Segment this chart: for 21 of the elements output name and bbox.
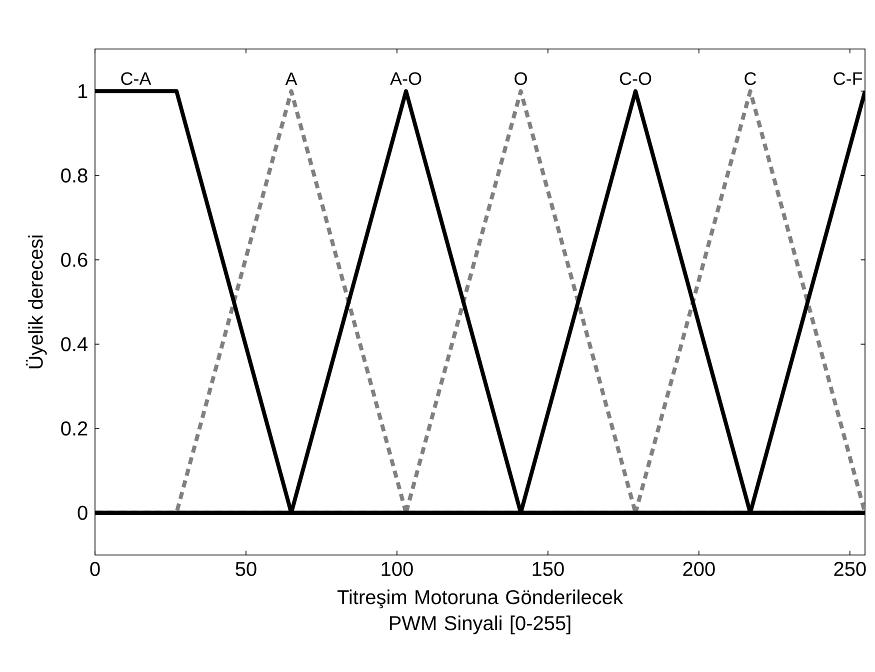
- series-label: C-O: [620, 72, 652, 85]
- y-tick-label: 0.2: [61, 421, 88, 436]
- legend-label: A-O: [390, 72, 422, 85]
- x-axis-title: Titreşim Motoruna Gönderilecek PWM Sinyali [0-255]: [337, 590, 623, 634]
- y-tick-label: 0.8: [61, 168, 88, 183]
- y-tick-label: 0: [78, 506, 88, 520]
- series-label: C-A: [121, 72, 152, 85]
- series-label: O: [514, 72, 527, 85]
- series-label: A: [285, 72, 298, 85]
- y-tick-label: 1: [78, 84, 88, 98]
- legend-label: C-F: [834, 72, 862, 85]
- x-tick-label: 250: [834, 562, 866, 576]
- y-tick-label: 0.4: [61, 337, 88, 352]
- y-axis-title: Üyelik derecesi: [26, 236, 47, 368]
- x-tick-label: 0: [90, 562, 100, 576]
- x-tick-label: 150: [532, 562, 564, 576]
- x-tick-label: 200: [683, 562, 715, 576]
- series-label: C: [744, 72, 756, 85]
- y-tick-label: 0.6: [61, 252, 88, 267]
- x-tick-label: 100: [382, 562, 413, 576]
- x-tick-label: 50: [236, 562, 256, 576]
